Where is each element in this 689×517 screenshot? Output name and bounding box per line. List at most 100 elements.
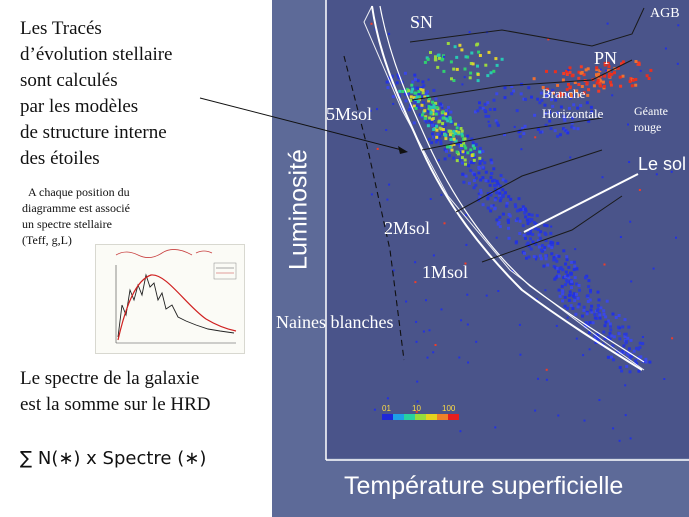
density-cell [498, 193, 502, 197]
density-cell [462, 180, 466, 184]
density-cell [589, 288, 592, 292]
density-cell [534, 409, 537, 412]
density-cell [478, 101, 481, 105]
density-cell [585, 101, 589, 105]
density-cell [576, 305, 580, 309]
density-cell [501, 188, 505, 192]
density-cell [569, 304, 573, 308]
density-cell [423, 109, 427, 113]
sum-formula: ∑ N(∗) x Spectre (∗) [20, 448, 207, 469]
density-cell [522, 132, 526, 136]
density-cell [414, 261, 417, 264]
density-cell [655, 173, 658, 176]
density-cell [603, 263, 606, 266]
density-cell [541, 86, 545, 89]
density-cell [434, 97, 438, 101]
density-cell [624, 384, 627, 387]
density-cell [425, 299, 427, 302]
density-cell [421, 91, 425, 95]
density-cell [648, 360, 652, 364]
density-cell [416, 380, 419, 383]
density-cell [523, 124, 527, 128]
density-cell [486, 101, 490, 105]
density-cell [535, 258, 537, 261]
density-cell [440, 131, 444, 135]
density-cell [532, 77, 536, 81]
density-cell [478, 54, 482, 57]
density-cell [676, 62, 679, 65]
density-cell [499, 174, 503, 177]
density-cell [477, 192, 480, 195]
density-cell [408, 106, 412, 110]
density-cell [627, 347, 631, 351]
density-cell [534, 227, 538, 231]
density-cell [619, 84, 623, 88]
density-cell [629, 338, 633, 342]
density-cell [452, 79, 456, 82]
density-cell [412, 121, 416, 125]
density-cell [543, 103, 547, 107]
density-cell [587, 119, 591, 123]
density-cell [463, 137, 467, 141]
track-sn-agb [409, 7, 645, 47]
density-cell [494, 426, 497, 429]
density-cell [434, 140, 438, 144]
density-cell [426, 90, 430, 94]
density-cell [503, 96, 507, 100]
density-cell [476, 64, 479, 68]
density-cell [504, 179, 508, 183]
density-cell [516, 217, 520, 221]
density-cell [552, 256, 556, 260]
density-cell [501, 178, 505, 182]
density-cell [609, 80, 613, 84]
density-cell [398, 89, 402, 93]
density-cell [442, 69, 446, 73]
density-cell [590, 110, 594, 114]
density-cell [619, 236, 622, 238]
density-cell [433, 123, 437, 127]
density-cell [395, 81, 399, 85]
spectrum-thumbnail [95, 244, 245, 354]
density-cell [539, 248, 543, 252]
density-cell [484, 63, 488, 67]
density-cell [664, 47, 667, 50]
density-cell [552, 258, 556, 262]
density-cell [485, 294, 488, 297]
density-cell [545, 378, 548, 381]
density-cell [496, 181, 500, 185]
evolution-track-upper-edge [371, 5, 643, 371]
density-cell [561, 289, 565, 293]
density-cell [626, 352, 630, 356]
density-cell [431, 100, 434, 104]
density-cell [550, 252, 554, 256]
density-cell [470, 154, 474, 157]
density-cell [487, 120, 490, 123]
density-cell [458, 43, 462, 47]
density-cell [568, 293, 571, 297]
density-cell [527, 217, 531, 221]
density-cell [503, 86, 507, 90]
density-cell [404, 92, 407, 96]
density-cell [563, 118, 567, 122]
density-cell [601, 342, 604, 345]
density-cell [404, 99, 408, 103]
density-cell [598, 81, 602, 85]
density-cell [573, 81, 577, 84]
density-cell [582, 308, 586, 312]
density-cell [435, 106, 439, 109]
density-cell [444, 137, 448, 141]
density-cell [565, 255, 569, 259]
density-cell [587, 88, 591, 92]
density-cell [409, 103, 413, 107]
label-agb: AGB [650, 6, 680, 21]
density-cell [432, 135, 435, 139]
density-cell [543, 112, 547, 116]
density-cell [530, 213, 534, 217]
density-cell [432, 254, 435, 257]
density-cell [422, 330, 425, 333]
density-cell [454, 130, 458, 134]
density-cell [490, 172, 494, 175]
density-cell [450, 77, 453, 81]
density-cell [670, 170, 673, 173]
density-cell [495, 236, 498, 239]
